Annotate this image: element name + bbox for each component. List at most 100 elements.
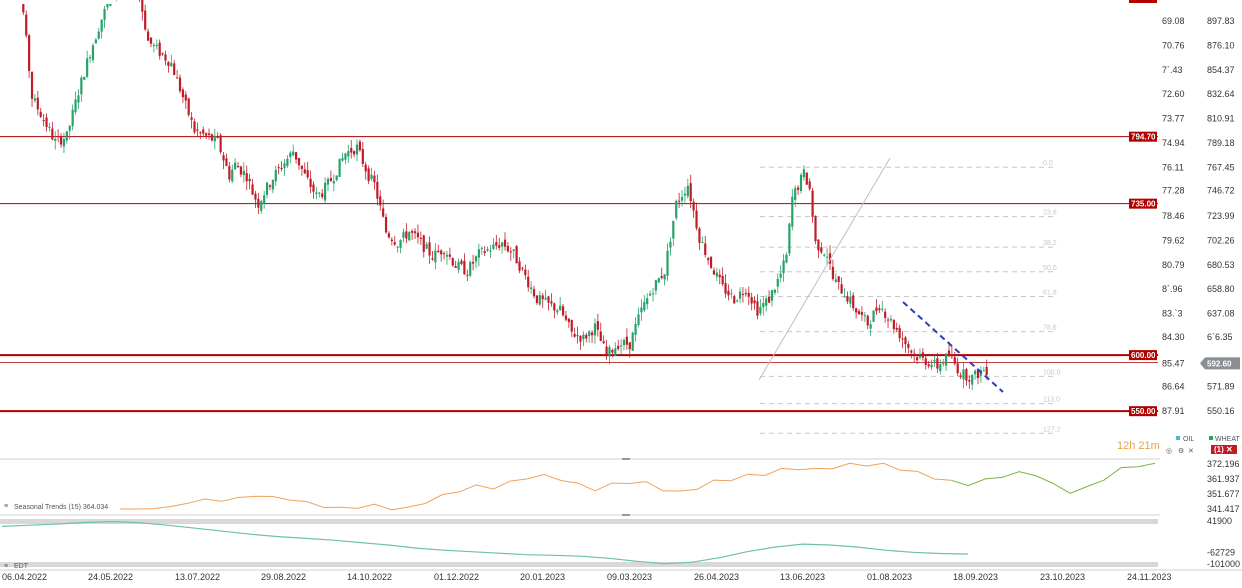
candle-body	[654, 280, 658, 291]
candle-body	[326, 178, 330, 185]
candle-body	[747, 292, 750, 297]
level-badge-label: 735.00	[1131, 200, 1156, 209]
candle-body	[712, 270, 716, 275]
candle-body	[767, 296, 771, 303]
candle-body	[59, 136, 63, 145]
level-badge[interactable]	[1129, 198, 1157, 209]
symbol-header-stub[interactable]	[6, 0, 116, 4]
candle-body	[527, 276, 530, 288]
candle-body	[950, 354, 953, 357]
candle-body	[541, 295, 544, 300]
candle-body	[976, 369, 980, 379]
eye-icon[interactable]: ◎	[1166, 448, 1172, 455]
fibonacci-retracement[interactable]: 0.0 23.6 38.2 50.0 61.8 78.6 100.0 113.0 127.2	[760, 160, 1061, 434]
candle-body	[294, 152, 298, 160]
legend-badge-label[interactable]: (1) ✕	[1214, 445, 1233, 454]
fib-anchor-line[interactable]	[758, 157, 891, 381]
candle-body	[921, 352, 924, 358]
candle-body	[463, 260, 466, 275]
candle-body	[947, 350, 951, 356]
dashed-downtrend-line[interactable]	[902, 301, 1004, 393]
candle-body	[968, 380, 971, 382]
candle-body	[379, 196, 382, 206]
candle-body	[590, 332, 594, 336]
menu-icon[interactable]: ≡	[4, 503, 8, 510]
horizontal-levels[interactable]: 794.70 735.00 600.00 550.00	[0, 131, 1158, 417]
candle-body	[260, 200, 263, 211]
current-price-tag	[1200, 357, 1240, 370]
candle-body	[855, 308, 858, 313]
candle-body	[544, 297, 547, 300]
trendlines[interactable]	[758, 157, 1004, 393]
oil-tick-label: 351.677	[1207, 489, 1240, 499]
oil-legend-label[interactable]: OIL	[1183, 436, 1194, 443]
candle-body	[469, 262, 472, 276]
price-tick-label: 658.80	[1207, 284, 1235, 294]
candle-body	[373, 175, 376, 183]
bottom-menu-icon[interactable]: ≡	[4, 563, 8, 570]
candle-body	[741, 294, 745, 296]
candle-body	[852, 295, 855, 309]
candle-body	[30, 71, 34, 99]
date-tick-label: 29.08.2022	[261, 572, 306, 582]
candle-body	[701, 241, 704, 243]
candle-body	[451, 258, 454, 266]
candle-body	[782, 260, 785, 274]
candle-body	[292, 151, 295, 156]
seasonal-label[interactable]: Seasonal Trends (15) 364.034	[14, 504, 108, 511]
seasonal-trends-pane: 41900 -62729 -101000	[1, 516, 1240, 569]
price-tick-label: 832.64	[1207, 89, 1235, 99]
candle-body	[387, 233, 391, 238]
candle-body	[344, 153, 347, 160]
candle-body	[837, 276, 840, 283]
candle-body	[170, 62, 173, 67]
candle-body	[205, 133, 208, 136]
candle-body	[561, 306, 565, 316]
candle-body	[103, 8, 106, 20]
candle-body	[187, 98, 190, 115]
candle-body	[94, 39, 97, 44]
candle-body	[796, 187, 800, 190]
level-badge[interactable]	[1129, 131, 1157, 142]
candle-body	[440, 250, 443, 255]
candle-body	[672, 220, 675, 239]
candle-body	[74, 99, 77, 113]
candle-body	[570, 319, 573, 332]
current-price-marker: 592.60	[1200, 357, 1240, 370]
legend-badge[interactable]	[1211, 445, 1237, 454]
candle-body	[263, 195, 266, 204]
close-icon[interactable]: ✕	[1188, 448, 1194, 455]
fib-level-label: 78.6	[1043, 325, 1057, 332]
level-badge[interactable]	[1129, 406, 1157, 417]
candle-body	[353, 151, 356, 155]
candle-body	[88, 57, 92, 59]
candle-body	[875, 307, 878, 312]
candle-body	[965, 369, 968, 381]
pane-resize-handle[interactable]	[622, 458, 630, 460]
candle-body	[651, 293, 655, 295]
candle-body	[181, 89, 185, 98]
settings-icon[interactable]: ⚙	[1178, 447, 1184, 455]
candle-body	[971, 375, 974, 385]
candle-body	[811, 190, 814, 217]
pane-resize-handle-2[interactable]	[622, 514, 630, 516]
oil-legend-swatch	[1176, 436, 1180, 440]
candle-body	[483, 251, 486, 254]
candle-body	[306, 170, 309, 178]
candle-body	[582, 334, 585, 340]
candle-body	[939, 364, 942, 372]
candle-body	[599, 331, 602, 341]
candle-body	[985, 366, 988, 375]
candle-body	[884, 311, 887, 318]
candle-body	[828, 253, 832, 264]
candle-body	[396, 246, 399, 248]
candle-body	[213, 135, 216, 142]
candle-body	[318, 192, 321, 194]
candle-body	[846, 295, 849, 302]
candle-body	[680, 197, 684, 201]
candle-body	[765, 298, 768, 306]
level-badge[interactable]	[1129, 350, 1157, 361]
wheat-legend-label[interactable]: WHEAT	[1215, 436, 1240, 443]
price-tick-label: 637.08	[1207, 308, 1235, 318]
